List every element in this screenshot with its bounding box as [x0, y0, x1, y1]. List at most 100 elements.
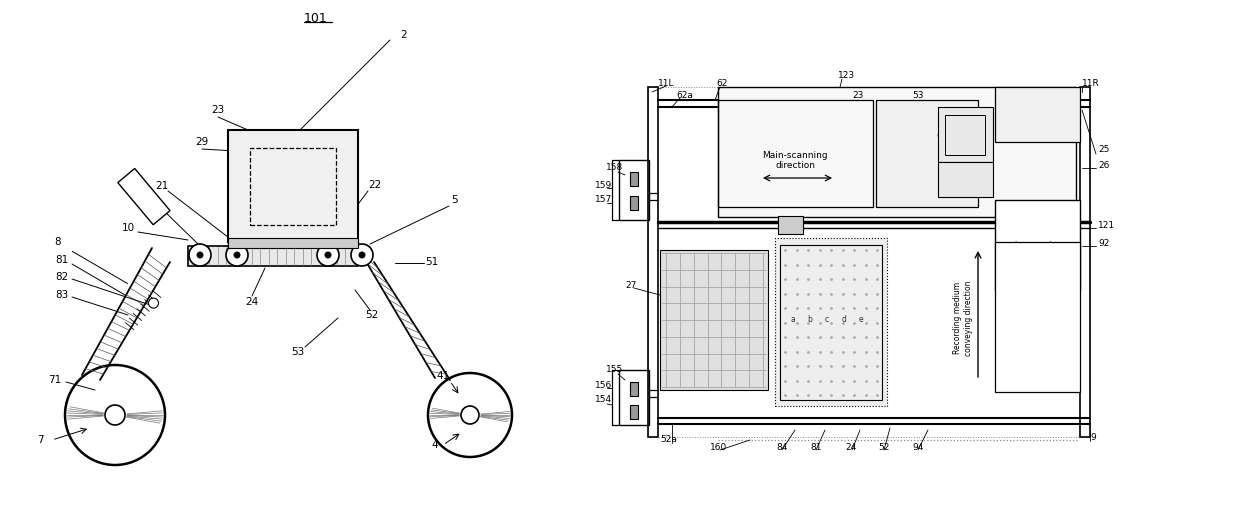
Circle shape — [64, 365, 165, 465]
Bar — [228, 238, 358, 248]
Bar — [188, 246, 358, 266]
Text: 84: 84 — [776, 442, 787, 452]
Circle shape — [149, 298, 159, 308]
Bar — [649, 87, 658, 437]
Bar — [718, 100, 873, 207]
Circle shape — [317, 244, 339, 266]
Text: 92: 92 — [1097, 238, 1110, 247]
Circle shape — [226, 244, 248, 266]
Text: 71: 71 — [48, 375, 62, 385]
Text: 93: 93 — [936, 134, 947, 143]
Text: 9: 9 — [1090, 433, 1096, 442]
Text: d: d — [1047, 240, 1052, 249]
Bar — [630, 405, 639, 419]
Bar — [937, 162, 993, 197]
Bar — [250, 148, 336, 225]
Text: a: a — [998, 240, 1003, 249]
Text: 27: 27 — [625, 280, 636, 290]
Circle shape — [188, 244, 211, 266]
Text: 158: 158 — [606, 164, 624, 173]
Text: 53: 53 — [911, 91, 924, 101]
Text: c: c — [1030, 240, 1035, 249]
Text: b: b — [1014, 240, 1019, 249]
Circle shape — [234, 252, 241, 258]
Text: 52: 52 — [878, 442, 889, 452]
Circle shape — [461, 406, 479, 424]
Bar — [1080, 87, 1090, 437]
Text: 62: 62 — [149, 199, 161, 209]
Text: direction: direction — [775, 161, 815, 170]
Text: 83: 83 — [56, 290, 68, 300]
Text: 8: 8 — [55, 237, 61, 247]
Circle shape — [428, 373, 512, 457]
Polygon shape — [118, 169, 170, 225]
Text: 62a: 62a — [676, 90, 693, 100]
Text: 41: 41 — [436, 371, 450, 381]
Text: 62: 62 — [715, 79, 728, 87]
Text: e: e — [1063, 240, 1068, 249]
Bar — [649, 87, 1090, 437]
Bar — [630, 196, 639, 210]
Text: 24: 24 — [246, 297, 259, 307]
Text: 156: 156 — [595, 380, 613, 390]
Text: 5: 5 — [451, 195, 459, 205]
Text: 23: 23 — [852, 91, 863, 101]
Circle shape — [325, 252, 331, 258]
Text: 29: 29 — [196, 137, 208, 147]
Text: 123: 123 — [838, 71, 856, 79]
Text: 11R: 11R — [1083, 79, 1100, 87]
Text: 28: 28 — [942, 117, 954, 126]
Text: 53: 53 — [291, 347, 305, 357]
Text: 4: 4 — [432, 440, 438, 450]
Bar — [875, 100, 978, 207]
Text: 101: 101 — [304, 12, 327, 24]
Text: 154: 154 — [595, 396, 613, 404]
Text: 94: 94 — [911, 442, 924, 452]
Circle shape — [105, 405, 125, 425]
Bar — [718, 87, 1076, 217]
Text: 26: 26 — [1097, 161, 1110, 170]
Bar — [619, 160, 649, 220]
Text: 11L: 11L — [658, 79, 675, 87]
Text: 22: 22 — [368, 180, 382, 190]
Bar — [780, 245, 882, 400]
Text: 52: 52 — [366, 310, 378, 320]
Text: 51: 51 — [425, 257, 439, 267]
Circle shape — [197, 252, 203, 258]
Text: c: c — [825, 315, 830, 325]
Text: 81: 81 — [56, 255, 68, 265]
Text: Main-scanning: Main-scanning — [763, 150, 828, 160]
Text: 2: 2 — [401, 30, 407, 40]
Text: 121: 121 — [1097, 220, 1115, 230]
Text: d: d — [842, 315, 847, 325]
Bar — [994, 200, 1080, 290]
Text: 10: 10 — [122, 223, 135, 233]
Text: Recording medium
conveying direction: Recording medium conveying direction — [954, 280, 972, 356]
Bar — [994, 242, 1080, 392]
Bar — [228, 130, 358, 242]
Text: 81: 81 — [810, 442, 821, 452]
Text: 82: 82 — [56, 272, 68, 282]
Text: 25: 25 — [1097, 145, 1110, 154]
Bar — [630, 382, 639, 396]
Text: e: e — [858, 315, 863, 325]
Text: 157: 157 — [595, 196, 613, 205]
Text: 7: 7 — [37, 435, 43, 445]
Bar — [937, 107, 993, 162]
Bar — [619, 370, 649, 425]
Bar — [775, 238, 887, 406]
Text: 160: 160 — [711, 442, 727, 452]
Text: 24: 24 — [844, 442, 857, 452]
Circle shape — [351, 244, 373, 266]
Text: 52a: 52a — [660, 435, 677, 444]
Bar — [630, 172, 639, 186]
Bar — [660, 250, 768, 390]
Text: 159: 159 — [595, 180, 613, 189]
Text: a: a — [791, 315, 795, 325]
Bar — [994, 87, 1080, 142]
Text: 155: 155 — [606, 365, 624, 374]
Text: b: b — [807, 315, 812, 325]
Circle shape — [360, 252, 365, 258]
Text: 23: 23 — [211, 105, 224, 115]
Bar — [777, 216, 804, 234]
